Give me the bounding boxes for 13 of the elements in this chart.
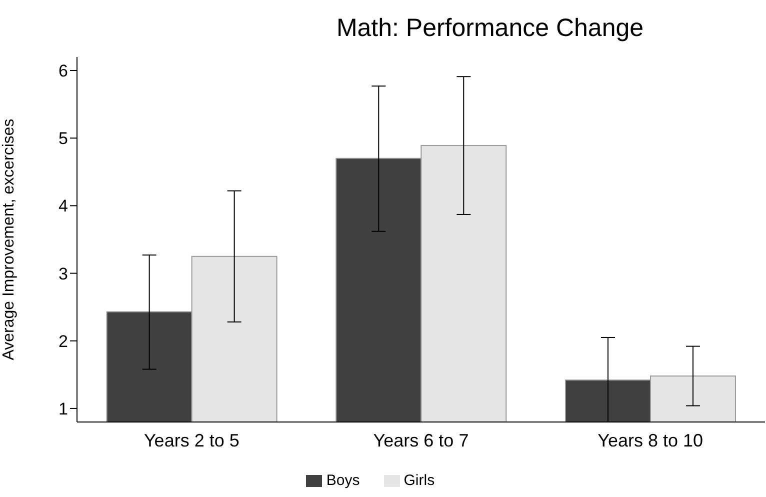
legend-label: Boys <box>326 472 360 489</box>
y-tick-label: 5 <box>58 129 68 148</box>
y-tick-label: 6 <box>58 62 68 81</box>
y-tick-label: 4 <box>58 196 68 216</box>
x-tick-label: Years 8 to 10 <box>598 430 704 451</box>
x-tick-label: Years 6 to 7 <box>373 430 469 451</box>
chart-title: Math: Performance Change <box>335 14 645 43</box>
y-tick-label: 1 <box>58 399 68 418</box>
legend-label: Girls <box>404 472 435 489</box>
y-tick-label: 3 <box>58 264 68 284</box>
y-axis-title: Average Improvement, excercises <box>0 118 18 360</box>
y-tick-label: 2 <box>58 332 68 351</box>
x-tick-label: Years 2 to 5 <box>144 430 240 451</box>
